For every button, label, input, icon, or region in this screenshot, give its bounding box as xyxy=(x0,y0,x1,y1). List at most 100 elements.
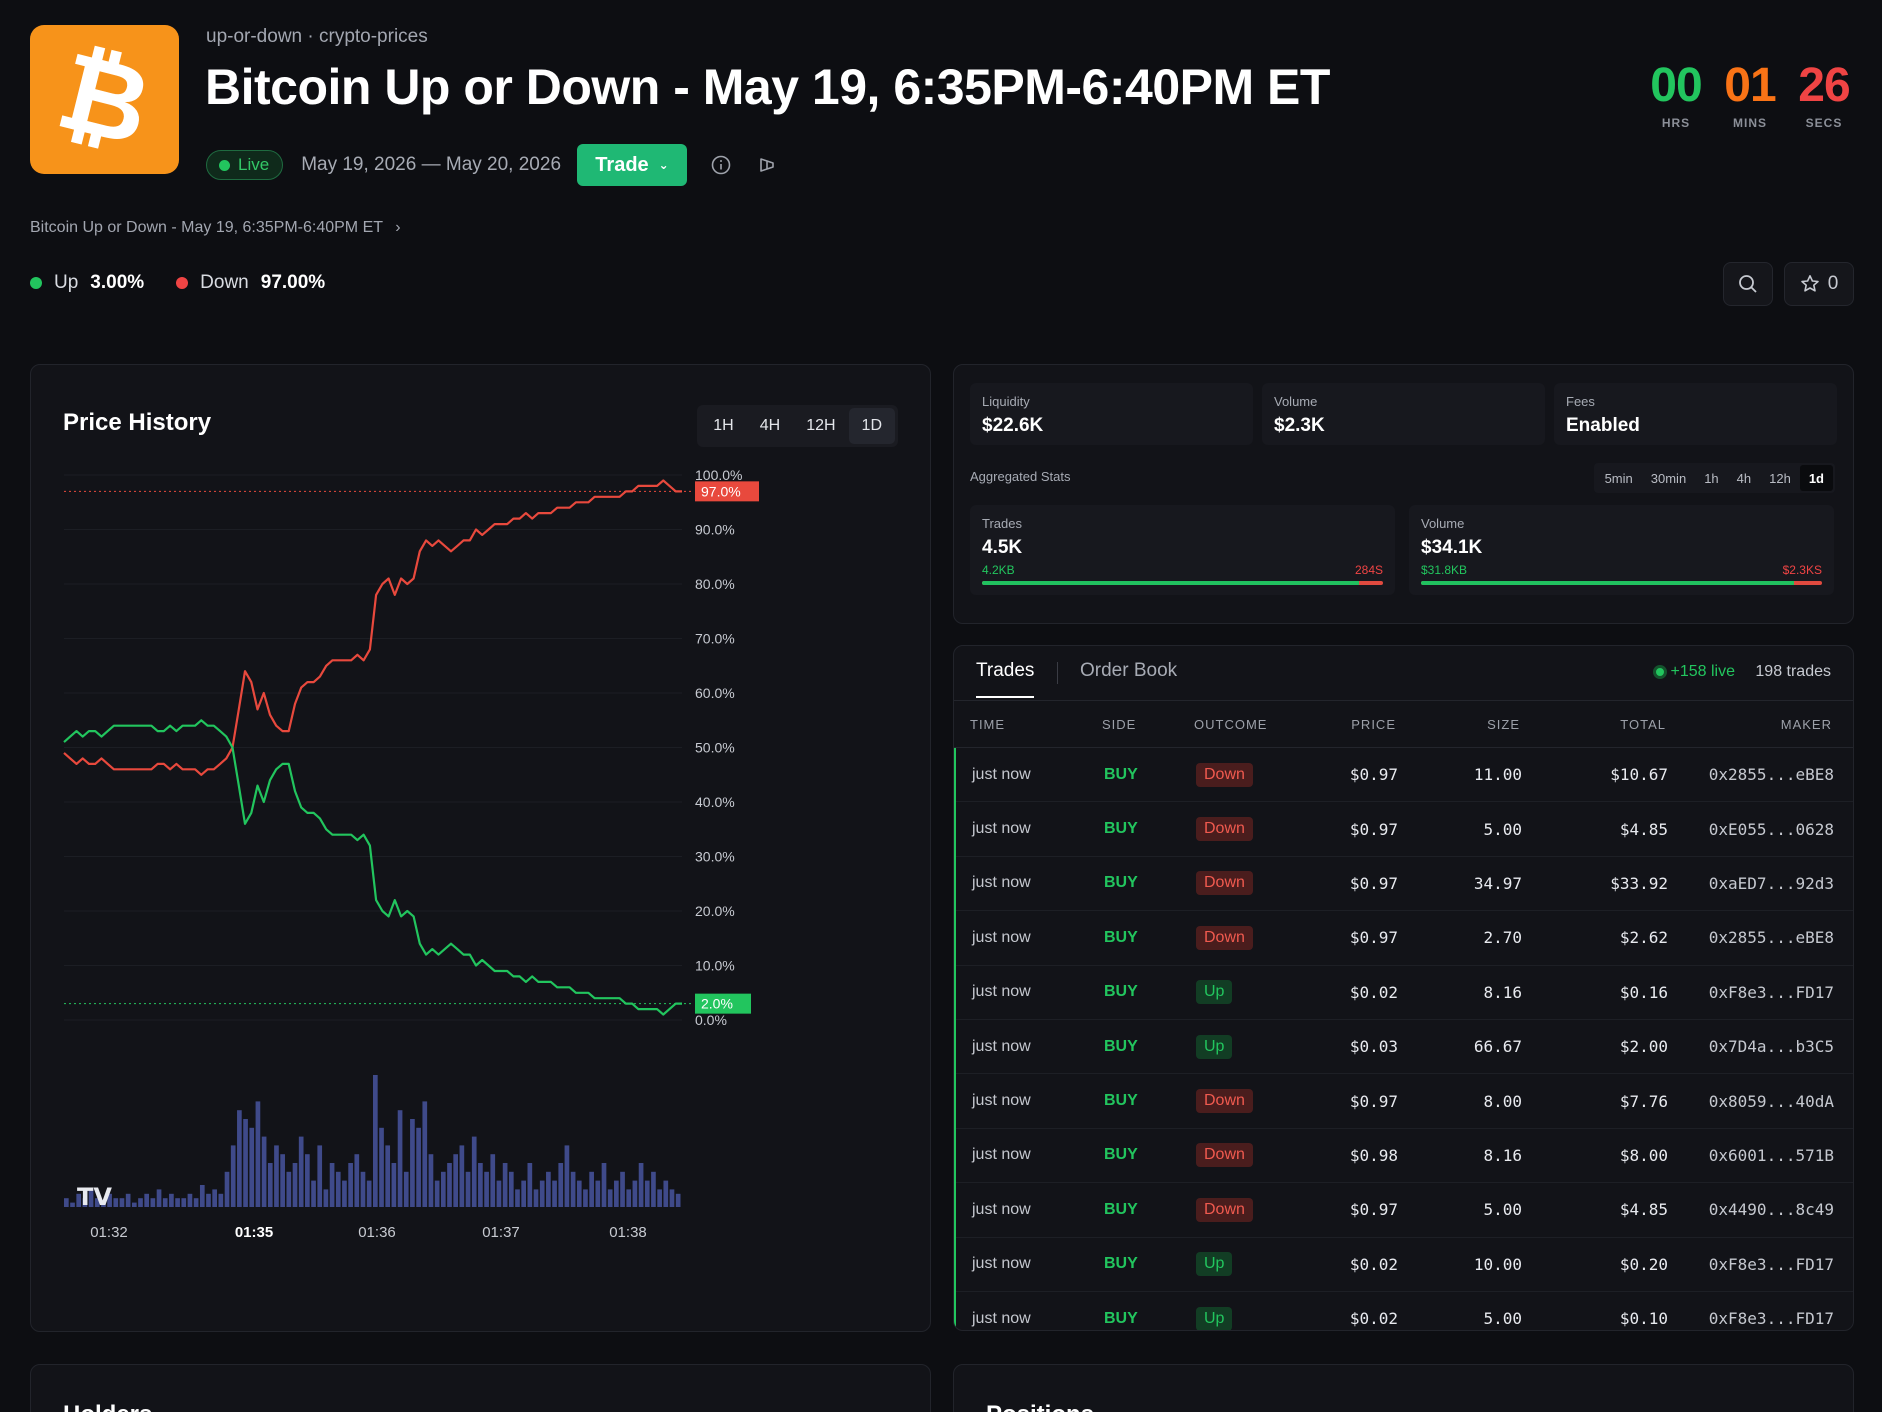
trade-maker[interactable]: 0xE055...0628 xyxy=(1708,819,1834,839)
interval-1h[interactable]: 1h xyxy=(1704,470,1719,486)
outcome-badge: Down xyxy=(1196,1143,1253,1168)
bitcoin-icon: ₿ xyxy=(46,27,163,171)
trade-size: 5.00 xyxy=(1483,819,1522,839)
agg-trades-card: Trades 4.5K 4.2KB 284S xyxy=(970,505,1395,595)
y-tick-label: 0.0% xyxy=(695,1012,727,1028)
interval-5min[interactable]: 5min xyxy=(1604,470,1633,486)
volume-bar xyxy=(379,1127,384,1207)
trade-row[interactable]: just now BUY Down $0.97 2.70 $2.62 0x2855...eB… xyxy=(956,911,1853,966)
trade-time: just now xyxy=(972,1255,1031,1273)
trade-row[interactable]: just now BUY Down $0.97 5.00 $4.85 0x4490...8c… xyxy=(956,1183,1853,1238)
price-chart[interactable]: 100.0% 90.0% 80.0% 70.0% 60.0% 50.0% 40.0% 30.0… xyxy=(31,425,930,1325)
info-icon[interactable] xyxy=(709,153,733,177)
trade-outcome: Down xyxy=(1196,817,1312,842)
volume-card: Volume $2.3K xyxy=(1262,383,1545,445)
volume-bar xyxy=(150,1198,156,1207)
holders-panel: Holders xyxy=(30,1364,931,1412)
trade-time: just now xyxy=(972,1037,1031,1055)
trade-row[interactable]: just now BUY Up $0.02 8.16 $0.16 0xF8e3...FD17 xyxy=(956,966,1853,1020)
volume-bar xyxy=(391,1163,397,1207)
volume-bar xyxy=(366,1180,372,1207)
trade-maker[interactable]: 0xF8e3...FD17 xyxy=(1708,982,1834,1002)
volume-bar xyxy=(478,1163,483,1207)
interval-1d[interactable]: 1d xyxy=(1799,465,1833,491)
volume-bar xyxy=(249,1127,255,1207)
date-range: May 19, 2026 — May 20, 2026 xyxy=(301,154,562,175)
share-icon[interactable] xyxy=(755,153,779,177)
search-icon xyxy=(1739,275,1757,293)
trade-side: BUY xyxy=(1104,874,1138,892)
volume-bar xyxy=(614,1180,619,1207)
search-button[interactable] xyxy=(1723,262,1773,306)
tab-trades[interactable]: Trades xyxy=(976,660,1035,698)
volume-bar xyxy=(82,1198,88,1207)
trade-time: just now xyxy=(972,1200,1031,1218)
tab-order-book[interactable]: Order Book xyxy=(1080,660,1178,681)
trade-maker[interactable]: 0x2855...eBE8 xyxy=(1708,765,1834,785)
volume-bar xyxy=(274,1145,279,1207)
volume-bar xyxy=(552,1180,557,1207)
trade-row[interactable]: just now BUY Down $0.97 34.97 $33.92 0xaED7...… xyxy=(956,857,1853,912)
outcome-badge: Down xyxy=(1196,925,1253,950)
favorite-button[interactable]: 0 xyxy=(1784,262,1854,306)
interval-4h[interactable]: 4h xyxy=(1736,470,1752,486)
trade-price: $0.97 xyxy=(1349,819,1398,839)
trade-button[interactable]: Trade ⌄ xyxy=(577,144,688,186)
x-tick-label: 01:36 xyxy=(358,1224,396,1241)
aggregated-stats-label: Aggregated Stats xyxy=(970,469,1071,484)
trade-maker[interactable]: 0x8059...40dA xyxy=(1708,1091,1834,1111)
outcome-badge: Up xyxy=(1196,1306,1233,1330)
live-label: Live xyxy=(238,155,270,174)
range-12h[interactable]: 12H xyxy=(806,417,836,434)
live-badge: Live xyxy=(206,150,284,180)
volume-bar xyxy=(298,1136,304,1207)
trade-side: BUY xyxy=(1104,765,1138,783)
trades-panel: Trades Order Book +158 live 198 trades T… xyxy=(953,645,1854,1331)
trade-maker[interactable]: 0xF8e3...FD17 xyxy=(1708,1309,1834,1329)
trade-time: just now xyxy=(972,1092,1031,1110)
outcome-down-value: 97.00% xyxy=(260,272,326,293)
volume-bar xyxy=(453,1154,459,1207)
trade-side: BUY xyxy=(1104,1255,1138,1273)
up-dot-icon xyxy=(30,277,42,289)
trade-row[interactable]: just now BUY Down $0.98 8.16 $8.00 0x6001...57… xyxy=(956,1129,1853,1184)
trades-table-body[interactable]: just now BUY Down $0.97 11.00 $10.67 0x2855...… xyxy=(954,748,1853,1330)
x-tick-label: 01:38 xyxy=(609,1224,647,1241)
volume-bar xyxy=(601,1163,607,1207)
volume-bar xyxy=(490,1154,496,1207)
volume-bar xyxy=(267,1163,273,1207)
range-4h[interactable]: 4H xyxy=(759,417,781,434)
total-trade-count: 198 trades xyxy=(1755,663,1831,680)
interval-30min[interactable]: 30min xyxy=(1650,470,1687,486)
trade-row[interactable]: just now BUY Down $0.97 5.00 $4.85 0xE055...06… xyxy=(956,802,1853,857)
trade-maker[interactable]: 0x7D4a...b3C5 xyxy=(1708,1037,1834,1057)
range-1h[interactable]: 1H xyxy=(713,417,734,434)
volume-bar xyxy=(243,1119,248,1207)
trade-maker[interactable]: 0xF8e3...FD17 xyxy=(1708,1254,1834,1274)
trade-time: just now xyxy=(972,983,1031,1001)
trade-maker[interactable]: 0xaED7...92d3 xyxy=(1708,873,1834,893)
trade-maker[interactable]: 0x4490...8c49 xyxy=(1708,1200,1834,1220)
breadcrumb[interactable]: up-or-down · crypto-prices xyxy=(206,26,428,47)
trade-row[interactable]: just now BUY Up $0.02 10.00 $0.20 0xF8e3...FD1… xyxy=(956,1238,1853,1292)
trade-maker[interactable]: 0x6001...571B xyxy=(1708,1145,1834,1165)
trade-row[interactable]: just now BUY Up $0.03 66.67 $2.00 0x7D4a...b3C… xyxy=(956,1020,1853,1075)
live-dot-icon xyxy=(219,159,230,171)
volume-bar xyxy=(107,1193,112,1207)
volume-bar xyxy=(607,1189,613,1207)
interval-12h[interactable]: 12h xyxy=(1769,470,1791,486)
range-1d[interactable]: 1D xyxy=(848,408,895,444)
volume-bar xyxy=(471,1136,477,1207)
volume-bar xyxy=(397,1110,403,1207)
trade-time: just now xyxy=(972,1309,1031,1327)
market-breadcrumb[interactable]: Bitcoin Up or Down - May 19, 6:35PM-6:40… xyxy=(30,219,401,236)
volume-bar xyxy=(181,1198,187,1207)
countdown-minutes: 01 MINS xyxy=(1724,59,1776,131)
trade-maker[interactable]: 0x2855...eBE8 xyxy=(1708,928,1834,948)
trade-row[interactable]: just now BUY Down $0.97 11.00 $10.67 0x2855...… xyxy=(956,748,1853,803)
countdown-hours: 00 HRS xyxy=(1650,59,1702,131)
volume-bar xyxy=(70,1202,75,1207)
trade-row[interactable]: just now BUY Up $0.02 5.00 $0.10 0xF8e3...FD17 xyxy=(956,1292,1853,1330)
trade-row[interactable]: just now BUY Down $0.97 8.00 $7.76 0x8059...40… xyxy=(956,1074,1853,1129)
volume-bar xyxy=(626,1189,632,1207)
